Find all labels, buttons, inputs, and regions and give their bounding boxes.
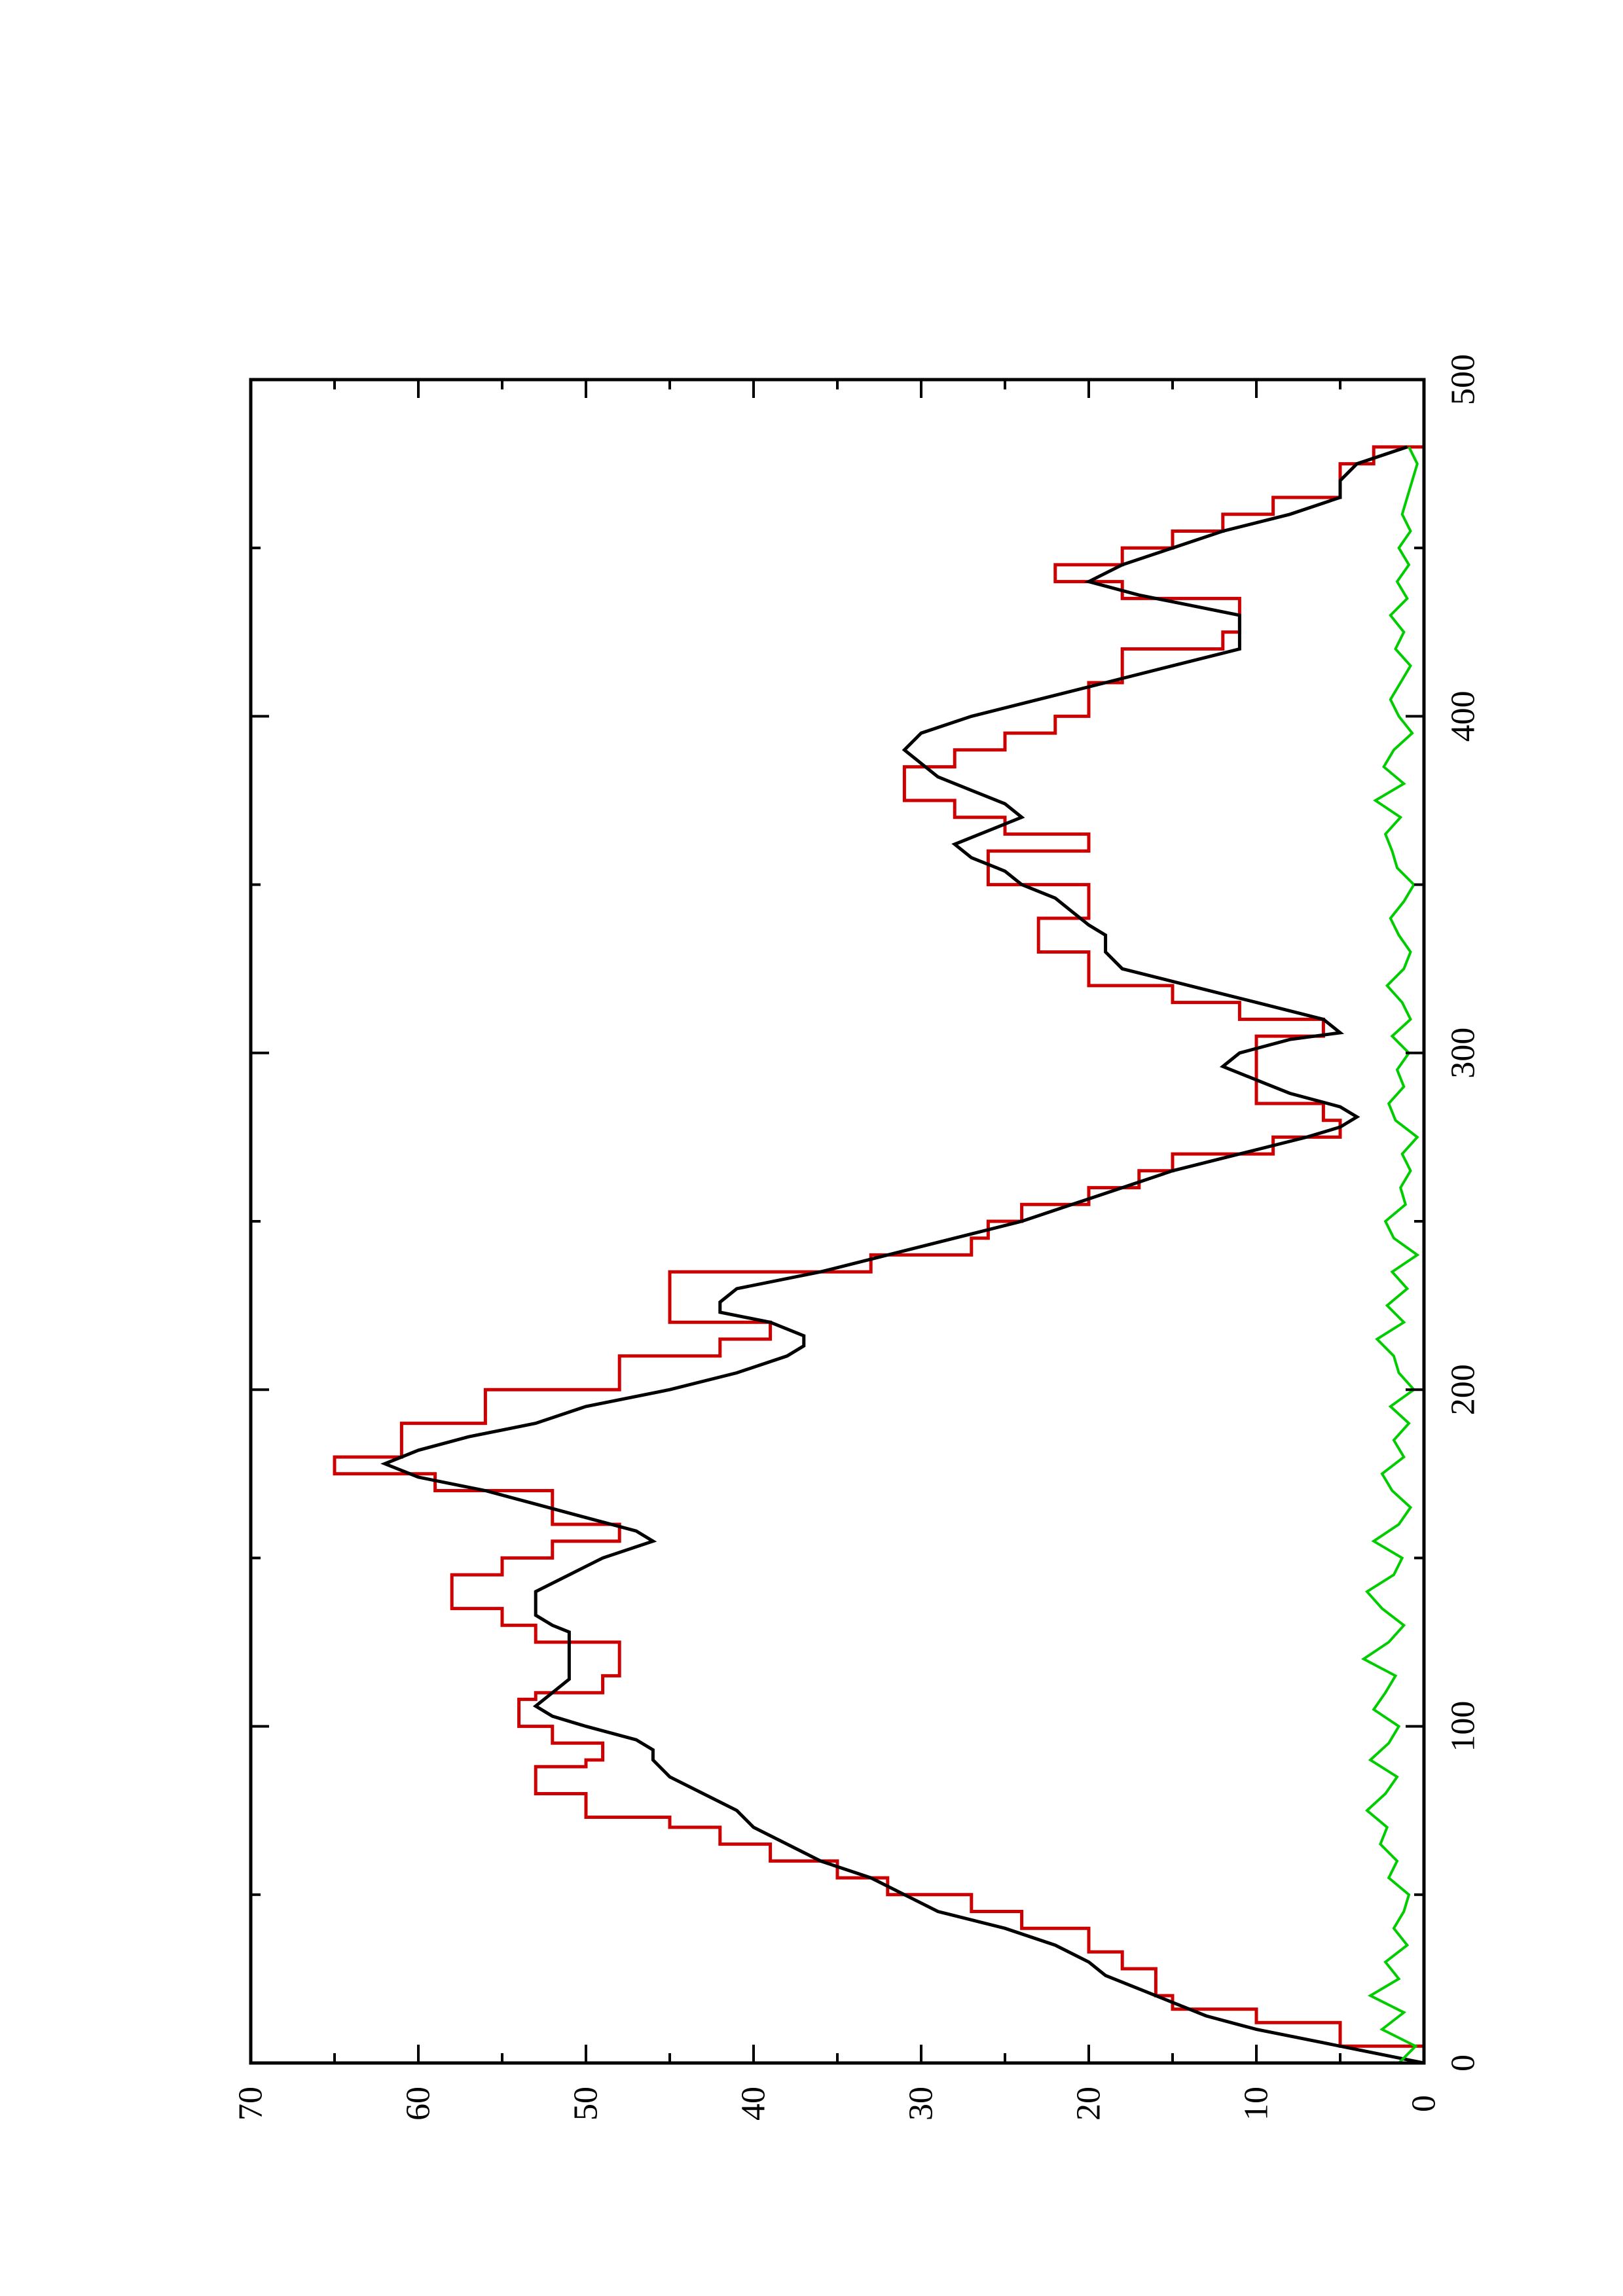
x-tick-label: 100 <box>1445 1701 1482 1752</box>
x-tick-label: 200 <box>1445 1364 1482 1415</box>
x-tick-label: 500 <box>1445 354 1482 405</box>
series-line-2 <box>1360 446 1420 2063</box>
y-tick-label: 50 <box>568 2087 605 2121</box>
y-tick-label: 30 <box>903 2087 940 2121</box>
series-layer <box>333 445 1424 2063</box>
y-tick-label: 20 <box>1070 2087 1108 2121</box>
y-tick-label: 40 <box>735 2087 773 2121</box>
plot-area: 0 100 200 300 400 500 0 10 20 30 40 50 60 70 <box>232 354 1482 2121</box>
y-tick-label: 0 <box>1406 2095 1443 2112</box>
y-tick-label: 10 <box>1238 2087 1275 2121</box>
x-tick-label: 400 <box>1445 691 1482 742</box>
series-line-1 <box>380 445 1424 2063</box>
x-tick-label: 0 <box>1445 2054 1482 2072</box>
y-tick-label: 70 <box>232 2087 270 2121</box>
x-tick-label: 300 <box>1445 1028 1482 1079</box>
y-tick-label: 60 <box>400 2087 437 2121</box>
series-line-0 <box>333 445 1424 2063</box>
